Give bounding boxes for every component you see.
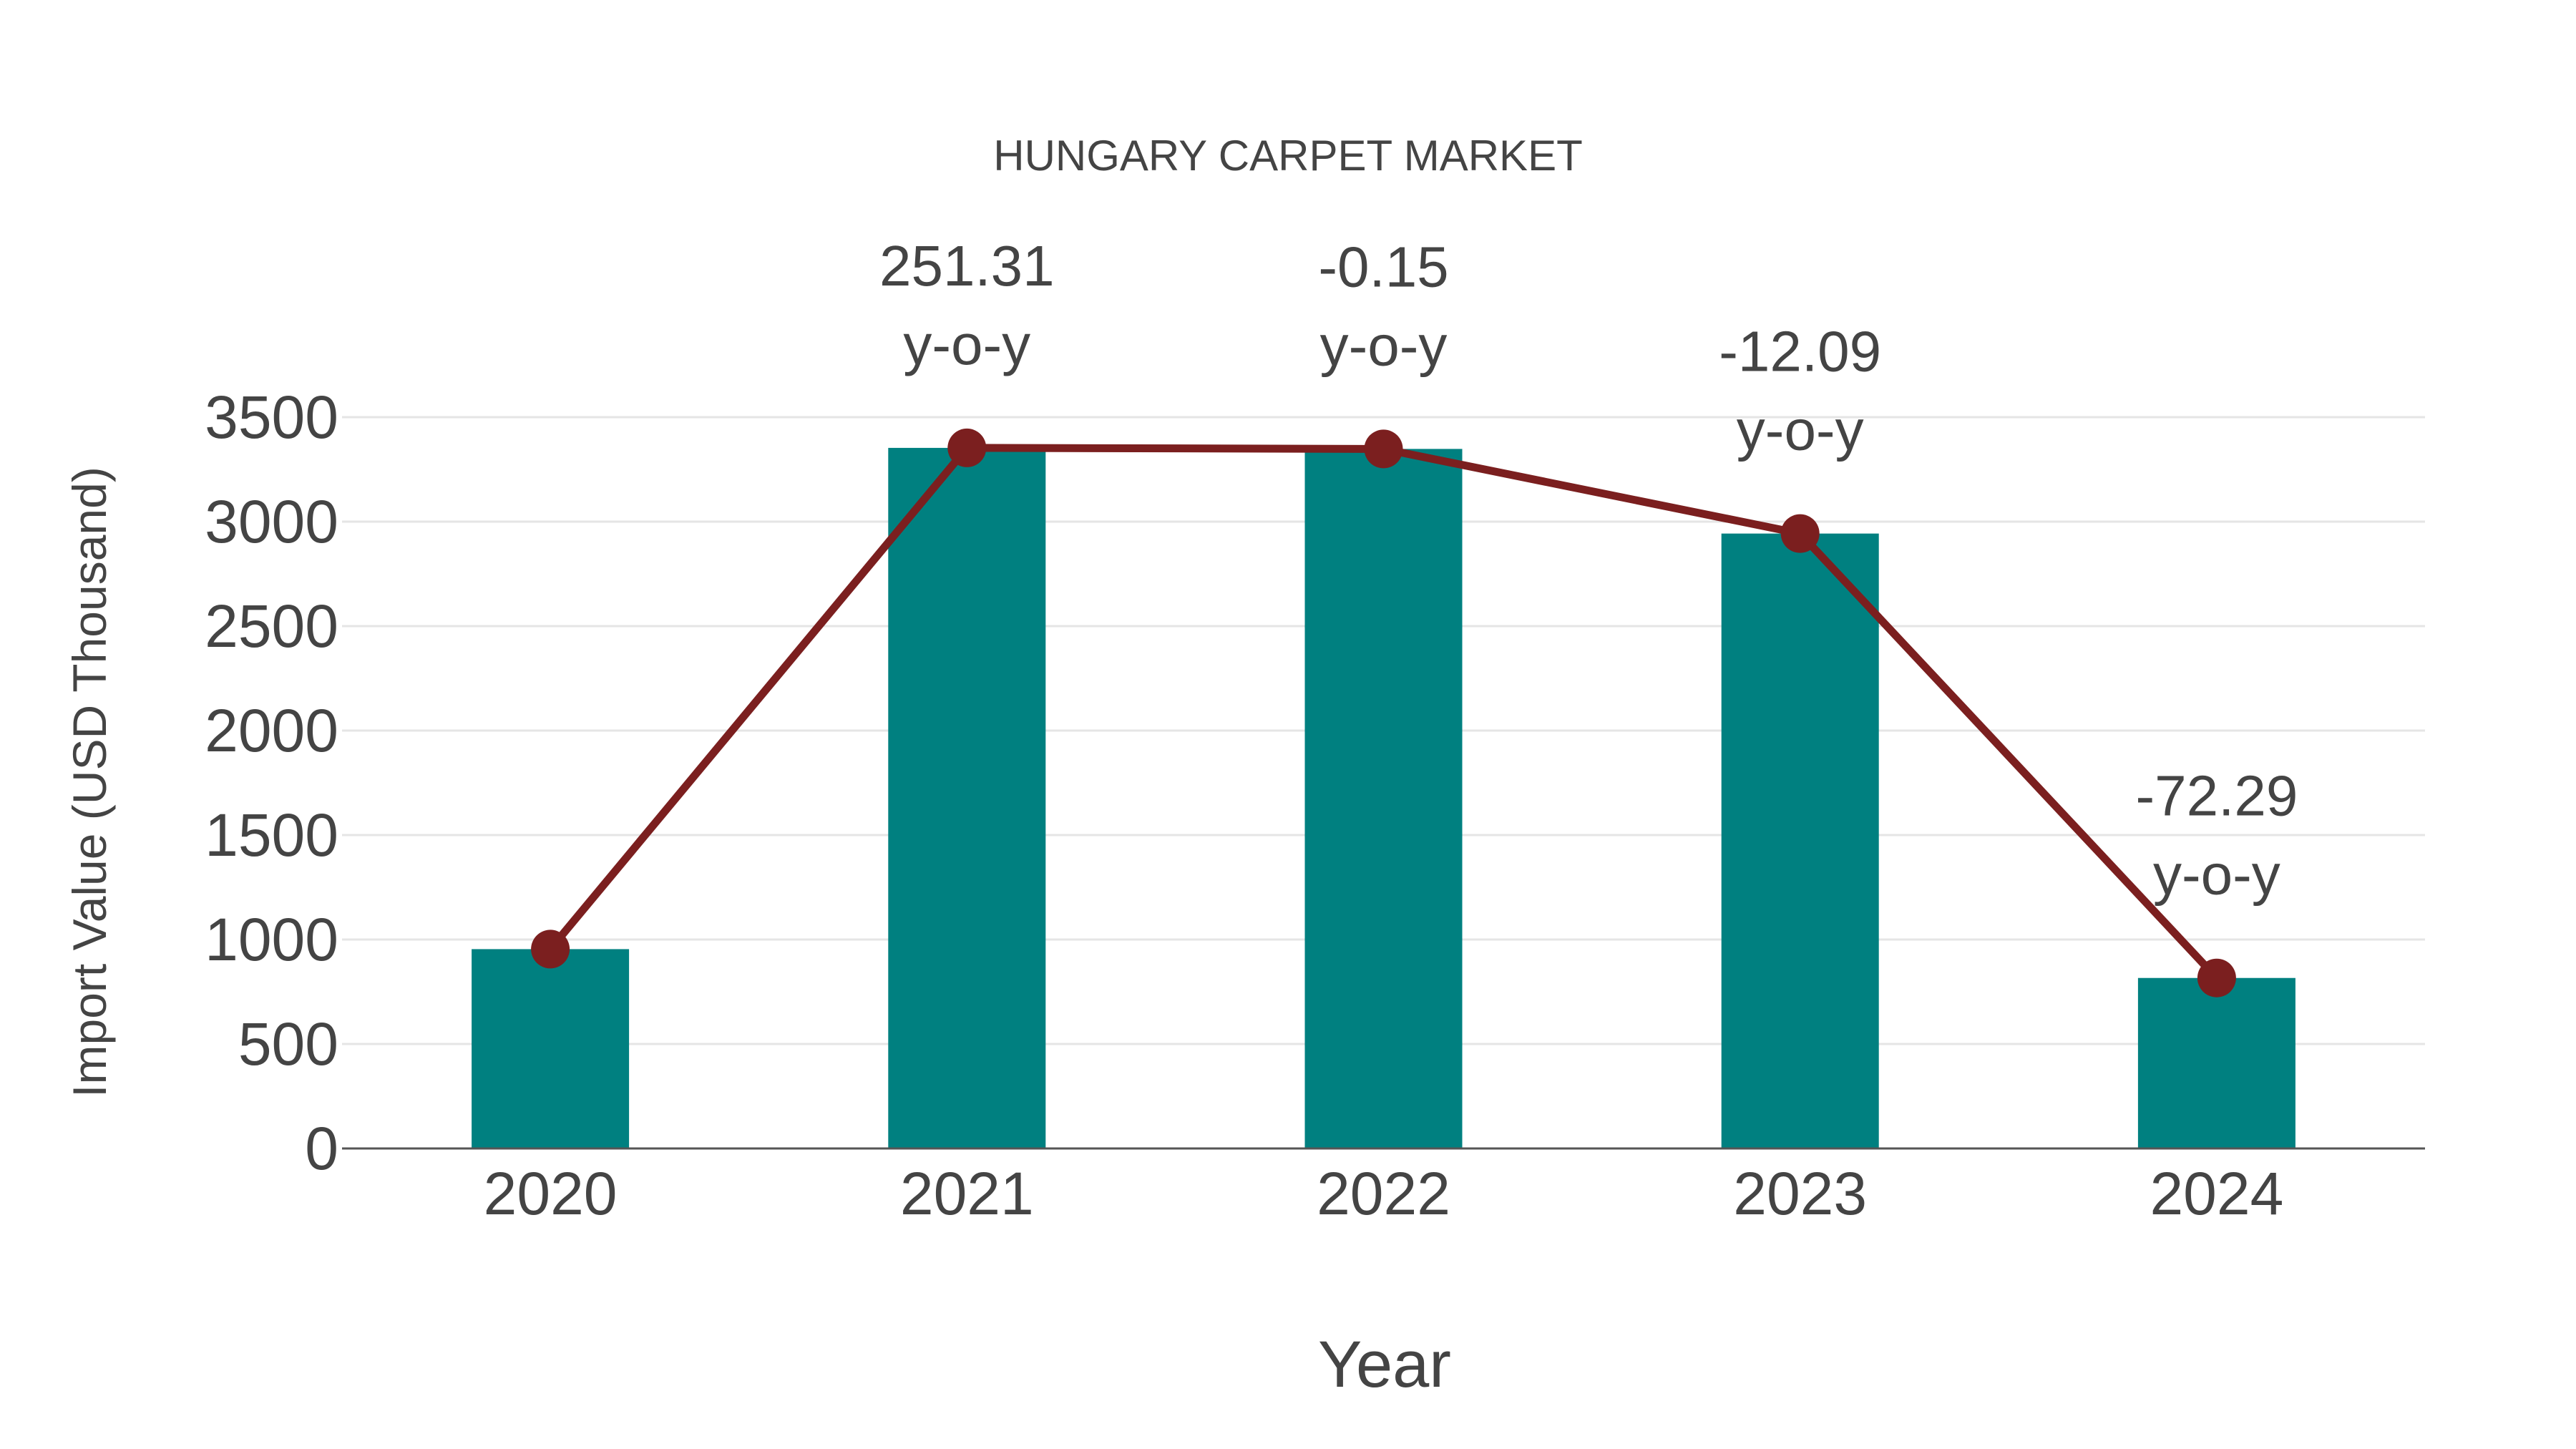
bars bbox=[472, 447, 2296, 1148]
y-axis-title: Import Value (USD Thousand) bbox=[63, 467, 116, 1098]
bar bbox=[2137, 977, 2296, 1148]
x-tick-label: 2023 bbox=[1733, 1160, 1867, 1227]
trend-line bbox=[531, 428, 2236, 997]
y-tick-label: 0 bbox=[305, 1115, 338, 1182]
bar bbox=[888, 447, 1046, 1148]
yoy-label: y-o-y bbox=[1320, 313, 1448, 377]
y-tick-label: 1500 bbox=[205, 801, 338, 869]
trend-marker bbox=[1364, 429, 1403, 469]
yoy-value: -72.29 bbox=[2135, 764, 2298, 828]
x-axis-title: Year bbox=[1318, 1328, 1451, 1401]
y-tick-label: 2500 bbox=[205, 592, 338, 660]
x-tick-label: 2024 bbox=[2150, 1160, 2283, 1227]
chart-title: HUNGARY CARPET MARKET bbox=[993, 132, 1583, 180]
trend-marker bbox=[1780, 514, 1820, 553]
x-tick-label: 2022 bbox=[1317, 1160, 1450, 1227]
trend-marker bbox=[531, 930, 570, 969]
bar bbox=[1304, 449, 1463, 1148]
yoy-value: -0.15 bbox=[1318, 235, 1448, 298]
y-tick-label: 3500 bbox=[205, 384, 338, 451]
yoy-label: y-o-y bbox=[1737, 399, 1864, 462]
y-tick-label: 3000 bbox=[205, 488, 338, 555]
x-tick-label: 2021 bbox=[900, 1160, 1034, 1227]
y-tick-label: 1000 bbox=[205, 906, 338, 973]
bar bbox=[1721, 533, 1879, 1148]
x-tick-label: 2020 bbox=[484, 1160, 618, 1227]
yoy-value: 251.31 bbox=[879, 234, 1055, 298]
trend-marker bbox=[947, 428, 987, 467]
y-tick-label: 2000 bbox=[205, 697, 338, 764]
yoy-label: y-o-y bbox=[2153, 843, 2280, 907]
y-tick-label: 500 bbox=[238, 1010, 338, 1078]
yoy-label: y-o-y bbox=[903, 313, 1030, 376]
yoy-value: -12.09 bbox=[1719, 320, 1881, 384]
yoy-annotations: 251.31 y-o-y -0.15 y-o-y -12.09 y-o-y -72.29 y-… bbox=[879, 234, 2298, 907]
trend-marker bbox=[2197, 958, 2236, 997]
bar bbox=[472, 949, 630, 1148]
x-axis-ticks: 2020 2021 2022 2023 2024 bbox=[484, 1160, 2284, 1227]
y-axis-ticks: 0 500 1000 1500 2000 2500 3000 3500 bbox=[205, 384, 338, 1182]
